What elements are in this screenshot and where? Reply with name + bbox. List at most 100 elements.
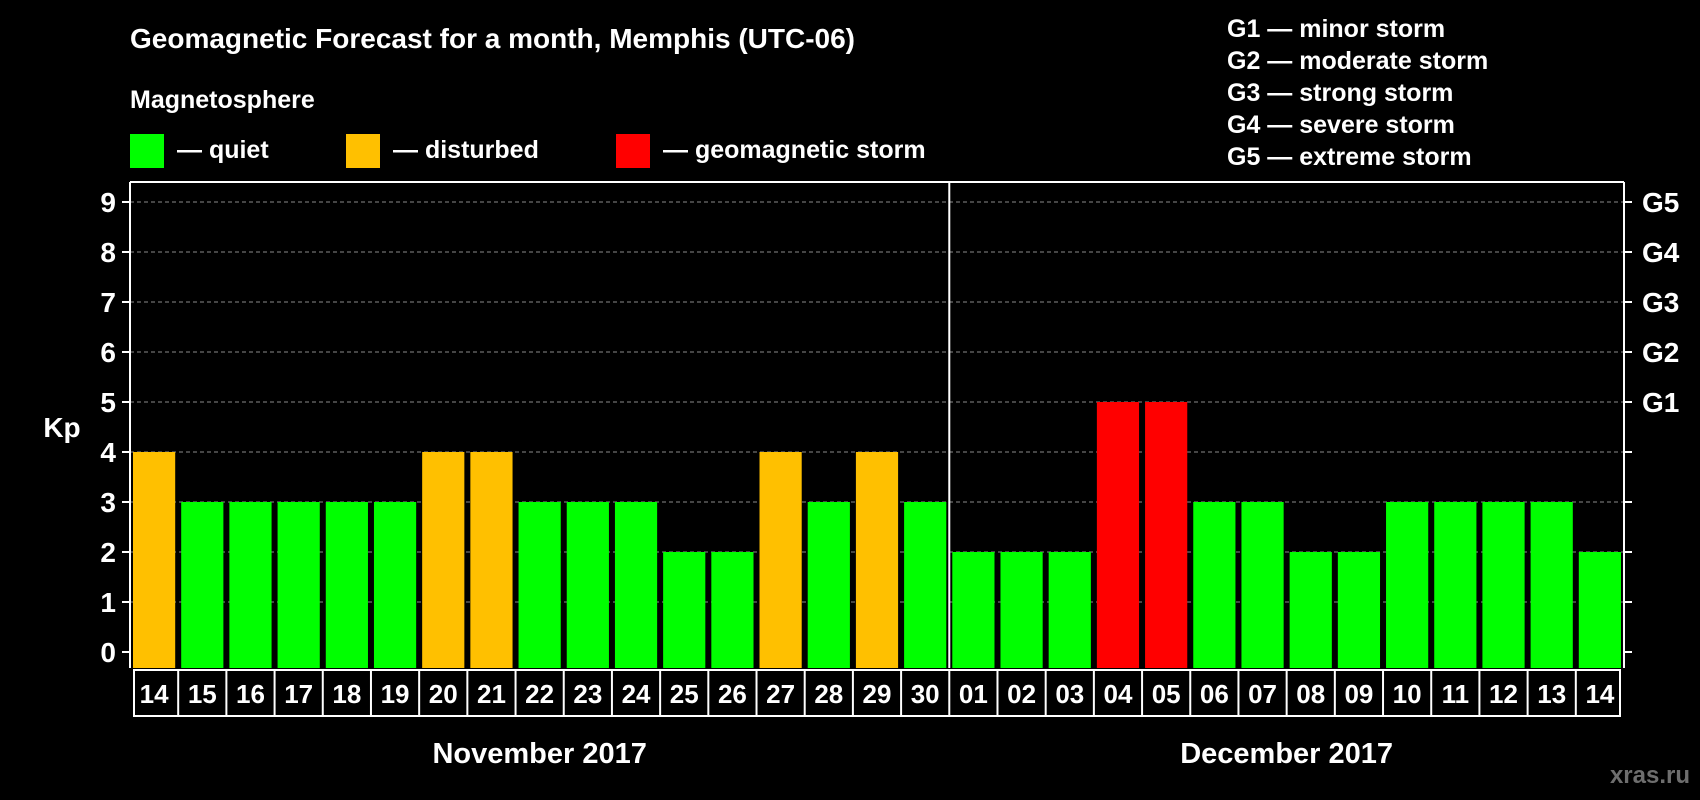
bar-30 [1578, 552, 1621, 668]
x-tick-label-4: 18 [332, 679, 361, 709]
x-tick-label-8: 22 [525, 679, 554, 709]
legend-swatch-2 [616, 134, 650, 168]
y-axis: 0 1 2 3 4 5 6 7 8 9 [100, 187, 130, 668]
y-tick-label-1: 1 [100, 587, 116, 618]
x-tick-label-7: 21 [477, 679, 506, 709]
bar-24 [1289, 552, 1332, 668]
bar-22 [1193, 502, 1236, 668]
x-tick-label-2: 16 [236, 679, 265, 709]
x-tick-label-25: 09 [1344, 679, 1373, 709]
legend-label-2: — geomagnetic storm [663, 136, 926, 164]
right-axis-label-G5: G5 [1642, 187, 1679, 218]
x-tick-label-15: 29 [863, 679, 892, 709]
x-tick-label-29: 13 [1537, 679, 1566, 709]
x-tick-label-26: 10 [1393, 679, 1422, 709]
bar-3 [277, 502, 320, 668]
legend-label-1: — disturbed [393, 136, 539, 164]
right-axis-label-G4: G4 [1642, 237, 1680, 268]
bar-17 [952, 552, 995, 668]
right-axis-label-G2: G2 [1642, 337, 1679, 368]
month-label-1: December 2017 [1180, 738, 1393, 770]
bar-8 [518, 502, 561, 668]
bar-15 [855, 452, 899, 668]
x-tick-label-9: 23 [573, 679, 602, 709]
legend-swatch-1 [346, 134, 380, 168]
x-tick-label-23: 07 [1248, 679, 1277, 709]
bar-25 [1337, 552, 1381, 668]
x-tick-label-20: 04 [1104, 679, 1133, 709]
y-tick-label-9: 9 [100, 187, 116, 218]
x-tick-label-13: 27 [766, 679, 795, 709]
y-tick-label-2: 2 [100, 537, 116, 568]
chart-title: Geomagnetic Forecast for a month, Memphi… [130, 23, 855, 54]
y-tick-label-3: 3 [100, 487, 116, 518]
y-tick-label-7: 7 [100, 287, 116, 318]
month-labels: November 2017 December 2017 [432, 738, 1393, 770]
x-axis: 14 15 16 17 18 19 20 21 22 23 24 25 26 27 28 29 30 01 02 03… [133, 669, 1621, 717]
storm-scale-legend: G1 — minor storm G2 — moderate storm G3 — … [1227, 15, 1488, 171]
bar-7 [470, 452, 513, 668]
x-tick-label-6: 20 [429, 679, 458, 709]
bar-20 [1096, 402, 1140, 668]
bar-16 [904, 502, 947, 668]
legend: — quiet — disturbed — geomagnetic storm [130, 134, 926, 168]
bar-13 [759, 452, 802, 668]
x-tick-label-11: 25 [670, 679, 699, 709]
bar-1 [181, 502, 224, 668]
y-tick-label-0: 0 [100, 637, 116, 668]
x-tick-label-30: 14 [1585, 679, 1614, 709]
right-axis-label-G3: G3 [1642, 287, 1679, 318]
bar-29 [1530, 502, 1573, 668]
storm-scale-item-4: G4 — severe storm [1227, 111, 1455, 139]
bar-27 [1434, 502, 1477, 668]
x-tick-label-16: 30 [911, 679, 940, 709]
x-tick-label-3: 17 [284, 679, 313, 709]
x-tick-label-0: 14 [140, 679, 169, 709]
bar-26 [1386, 502, 1429, 668]
month-label-0: November 2017 [432, 738, 646, 770]
x-label-frame [133, 669, 1621, 717]
bar-4 [325, 502, 368, 668]
x-tick-label-21: 05 [1152, 679, 1181, 709]
legend-title: Magnetosphere [130, 86, 315, 114]
x-tick-label-19: 03 [1055, 679, 1084, 709]
right-axis: G1 G2 G3 G4 G5 [1624, 187, 1680, 653]
storm-scale-item-5: G5 — extreme storm [1227, 143, 1472, 171]
x-tick-label-14: 28 [814, 679, 843, 709]
x-tick-label-17: 01 [959, 679, 988, 709]
storm-scale-item-1: G1 — minor storm [1227, 15, 1445, 43]
x-tick-label-28: 12 [1489, 679, 1518, 709]
x-tick-label-1: 15 [188, 679, 217, 709]
bar-5 [373, 502, 417, 668]
bar-23 [1241, 502, 1284, 668]
y-tick-label-6: 6 [100, 337, 116, 368]
bar-12 [711, 552, 754, 668]
bar-18 [1000, 552, 1043, 668]
y-tick-label-4: 4 [100, 437, 116, 468]
y-tick-label-8: 8 [100, 237, 116, 268]
right-axis-label-G1: G1 [1642, 387, 1679, 418]
x-tick-label-5: 19 [381, 679, 410, 709]
y-axis-label: Kp [43, 412, 80, 443]
axes [129, 181, 1625, 668]
bar-0 [133, 452, 176, 668]
storm-scale-item-2: G2 — moderate storm [1227, 47, 1488, 75]
bar-11 [663, 552, 706, 668]
x-tick-label-27: 11 [1442, 679, 1470, 709]
watermark: xras.ru [1610, 762, 1690, 789]
y-tick-label-5: 5 [100, 387, 116, 418]
bar-28 [1482, 502, 1525, 668]
bar-19 [1048, 552, 1091, 668]
x-tick-label-22: 06 [1200, 679, 1229, 709]
legend-swatch-0 [130, 134, 164, 168]
x-tick-label-18: 02 [1007, 679, 1036, 709]
bar-6 [422, 452, 465, 668]
bar-21 [1145, 402, 1188, 668]
x-tick-label-12: 26 [718, 679, 747, 709]
x-tick-label-10: 24 [622, 679, 651, 709]
storm-scale-item-3: G3 — strong storm [1227, 79, 1453, 107]
bar-10 [614, 502, 658, 668]
bars [133, 402, 1621, 668]
bar-9 [566, 502, 609, 668]
